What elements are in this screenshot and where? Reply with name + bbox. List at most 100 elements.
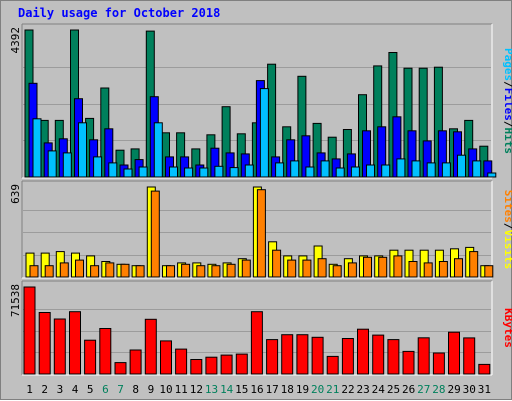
bar-kbytes-day-18: [281, 334, 294, 375]
x-label-day-23: 23: [356, 383, 369, 396]
bar-kbytes-day-4: [69, 311, 81, 375]
x-label-day-13: 13: [205, 383, 218, 396]
bar-pages-day-12: [199, 167, 209, 178]
bar-pages-day-9: [153, 122, 163, 178]
x-label-day-15: 15: [235, 383, 248, 396]
bar-sites-day-21: [332, 265, 342, 278]
x-label-day-3: 3: [57, 383, 64, 396]
bar-sites-day-17: [272, 249, 282, 278]
x-label-day-12: 12: [190, 383, 203, 396]
bar-sites-day-11: [181, 263, 191, 278]
x-label-day-18: 18: [281, 383, 294, 396]
bar-sites-day-23: [363, 256, 372, 278]
bar-pages-day-21: [335, 167, 345, 178]
bar-sites-day-16: [256, 189, 266, 278]
bar-sites-day-6: [105, 262, 115, 278]
x-label-day-10: 10: [159, 383, 172, 396]
bar-kbytes-day-28: [432, 352, 445, 375]
bar-sites-day-18: [287, 259, 297, 278]
bar-sites-day-22: [347, 262, 357, 278]
bar-kbytes-day-17: [266, 339, 279, 375]
legend-item-sites: Sites: [502, 190, 512, 223]
bar-kbytes-day-15: [235, 353, 248, 375]
bar-sites-day-24: [378, 256, 388, 278]
legend-item-kbytes: KBytes: [502, 308, 512, 348]
bar-sites-day-29: [454, 258, 463, 278]
bar-kbytes-day-10: [160, 340, 172, 375]
x-label-day-22: 22: [341, 383, 354, 396]
bar-pages-day-17: [275, 162, 285, 178]
legend-item-files: Files: [502, 88, 512, 121]
bar-kbytes-day-2: [38, 312, 51, 375]
bar-sites-day-10: [166, 265, 175, 278]
bar-pages-day-30: [472, 160, 482, 178]
bar-sites-day-30: [469, 251, 479, 278]
x-label-day-21: 21: [326, 383, 339, 396]
y-max-label: 639: [9, 184, 22, 204]
x-label-day-20: 20: [311, 383, 324, 396]
bar-sites-day-27: [423, 262, 433, 278]
x-label-day-2: 2: [41, 383, 48, 396]
bar-kbytes-day-27: [417, 337, 430, 375]
bar-kbytes-day-13: [205, 356, 218, 375]
bar-kbytes-day-1: [23, 286, 36, 375]
legend-item-pages: Pages: [502, 48, 512, 81]
bar-kbytes-day-14: [220, 354, 233, 375]
bar-pages-day-6: [108, 162, 118, 178]
bar-sites-day-28: [438, 261, 448, 278]
x-label-day-27: 27: [417, 383, 430, 396]
chart-title: Daily usage for October 2018: [18, 6, 221, 20]
bar-pages-day-27: [426, 162, 436, 178]
bar-pages-day-19: [305, 166, 315, 178]
bar-sites-day-1: [29, 265, 39, 278]
bar-sites-day-5: [90, 265, 100, 278]
bar-sites-day-20: [317, 258, 327, 278]
bar-kbytes-day-5: [84, 339, 97, 375]
bar-kbytes-day-16: [250, 311, 263, 375]
bar-kbytes-day-22: [341, 338, 354, 375]
bar-kbytes-day-31: [478, 363, 491, 375]
bar-kbytes-day-12: [190, 359, 203, 375]
bar-kbytes-day-24: [372, 334, 385, 375]
bar-kbytes-day-19: [296, 334, 309, 375]
bar-pages-day-13: [214, 165, 224, 178]
bar-pages-day-18: [290, 160, 300, 178]
bar-pages-day-29: [457, 154, 466, 178]
x-label-day-28: 28: [432, 383, 445, 396]
bar-pages-day-1: [32, 118, 42, 178]
bar-pages-day-15: [244, 164, 254, 178]
bar-pages-day-14: [229, 167, 239, 178]
bar-sites-day-3: [59, 262, 69, 278]
bar-sites-day-26: [408, 261, 418, 278]
bar-kbytes-day-30: [463, 337, 476, 375]
x-label-day-11: 11: [175, 383, 188, 396]
legend-item-slash: /: [502, 223, 512, 230]
bar-pages-day-7: [123, 168, 133, 178]
x-label-day-24: 24: [372, 383, 386, 396]
bar-sites-day-31: [484, 265, 494, 278]
x-label-day-29: 29: [447, 383, 460, 396]
bar-sites-day-8: [135, 265, 145, 278]
x-label-day-4: 4: [72, 383, 79, 396]
bar-sites-day-25: [393, 255, 403, 278]
bar-sites-day-12: [196, 265, 206, 278]
legend-item-slash: /: [502, 81, 512, 88]
bar-kbytes-day-23: [357, 328, 369, 375]
x-label-day-9: 9: [148, 383, 155, 396]
x-label-day-19: 19: [296, 383, 309, 396]
x-label-day-31: 31: [478, 383, 491, 396]
x-label-day-30: 30: [463, 383, 476, 396]
legend-item-visits: Visits: [502, 230, 512, 270]
x-label-day-25: 25: [387, 383, 400, 396]
legend-kbytes: KBytes: [502, 308, 512, 348]
bar-pages-day-2: [47, 150, 57, 178]
bar-kbytes-day-8: [129, 349, 142, 375]
x-label-day-14: 14: [220, 383, 234, 396]
legend-visits-sites: Sites/Visits: [502, 190, 512, 270]
bar-pages-day-28: [441, 162, 451, 178]
legend-item-slash: /: [502, 121, 512, 128]
bar-pages-day-16: [259, 88, 269, 178]
bar-pages-day-31: [487, 172, 497, 178]
